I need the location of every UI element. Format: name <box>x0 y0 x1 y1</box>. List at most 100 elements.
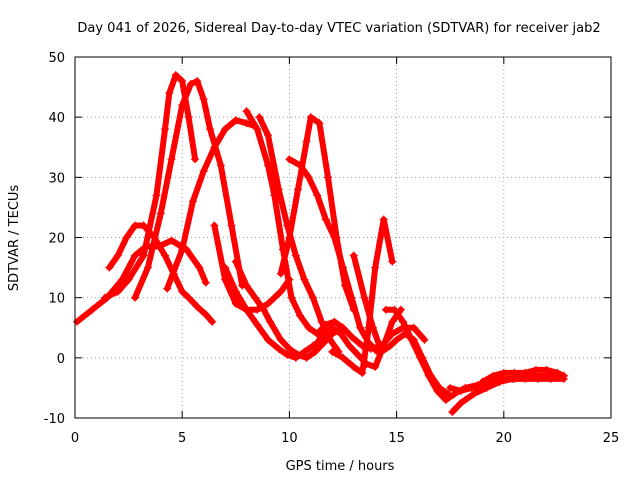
track-12-point <box>330 233 339 242</box>
track-10-point <box>326 335 335 344</box>
track-20-point <box>559 371 568 380</box>
track-20-point <box>478 377 487 386</box>
track-7-point <box>221 263 230 272</box>
track-3-point <box>201 310 210 319</box>
track-16-point <box>377 347 386 356</box>
track-2-point <box>101 293 110 302</box>
track-19-line <box>449 375 567 415</box>
track-13-point <box>347 332 356 341</box>
track-8-point <box>251 293 260 302</box>
track-16-point <box>360 293 369 302</box>
track-10-point <box>255 113 264 122</box>
track-15-point <box>328 347 337 356</box>
track-2-point <box>124 275 133 284</box>
series-track-4 <box>131 77 247 302</box>
track-11-point <box>306 113 315 122</box>
track-1-point <box>131 251 140 260</box>
track-1-point <box>167 236 176 245</box>
track-18-point <box>446 383 455 392</box>
x-tick-label-0: 0 <box>71 431 79 446</box>
track-7-point <box>263 335 272 344</box>
series-track-16 <box>349 251 453 398</box>
track-9-point <box>304 323 313 332</box>
track-5-line <box>164 117 259 292</box>
track-20-point <box>542 365 551 374</box>
y-tick-label-30: 30 <box>48 171 65 186</box>
track-12-point <box>356 323 365 332</box>
track-14-point <box>345 341 354 350</box>
x-tick-label-20: 20 <box>496 431 513 446</box>
track-10-point <box>317 317 326 326</box>
track-4-point <box>227 221 236 230</box>
track-6-point <box>276 287 285 296</box>
y-axis-label: SDTVAR / TECUs <box>7 185 22 292</box>
track-2-point <box>191 155 200 164</box>
track-2-point <box>165 89 174 98</box>
track-6-point <box>210 221 219 230</box>
track-11-point <box>293 185 302 194</box>
series-track-20 <box>478 365 568 386</box>
y-tick-label-20: 20 <box>48 232 65 247</box>
track-1-point <box>73 317 82 326</box>
y-tick-label-0: 0 <box>57 352 65 367</box>
track-3-point <box>131 221 140 230</box>
track-18-point <box>456 386 465 395</box>
track-19-point <box>469 389 478 398</box>
track-3-point <box>208 317 217 326</box>
track-8-point <box>285 344 294 353</box>
track-15-line <box>329 216 396 376</box>
track-2-point <box>161 125 170 134</box>
x-tick-label-25: 25 <box>603 431 620 446</box>
track-3-point <box>122 233 131 242</box>
track-5-point <box>231 116 240 125</box>
track-8-point <box>276 335 285 344</box>
track-20-point <box>521 368 530 377</box>
track-17-point <box>407 335 416 344</box>
track-11-point <box>315 119 324 128</box>
track-10-point <box>308 293 317 302</box>
track-12-point <box>339 263 347 272</box>
x-tick-label-5: 5 <box>178 431 186 446</box>
track-3-point <box>161 251 170 260</box>
track-12-point <box>285 155 294 164</box>
track-8-point <box>293 350 302 359</box>
track-1-point <box>88 305 97 314</box>
track-7-point <box>283 350 292 359</box>
track-14-point <box>336 329 345 338</box>
track-15-point <box>388 257 397 266</box>
x-tick-label-10: 10 <box>281 431 298 446</box>
track-11-point <box>323 173 332 182</box>
track-4-point <box>178 101 187 110</box>
track-15-point <box>358 368 367 377</box>
track-4-point <box>206 125 215 134</box>
track-10-point <box>263 131 272 140</box>
track-14-point <box>371 362 380 371</box>
track-5-point <box>221 125 230 134</box>
track-13-point <box>420 335 429 344</box>
series-track-14 <box>311 305 405 371</box>
track-3-point <box>178 287 187 296</box>
track-11-point <box>285 233 294 242</box>
track-7-point <box>242 305 251 314</box>
track-8-point <box>266 317 275 326</box>
x-axis-label: GPS time / hours <box>286 459 395 474</box>
track-13-point <box>409 323 418 332</box>
track-15-point <box>349 362 358 371</box>
track-17-point <box>424 371 433 380</box>
track-12-point <box>296 161 305 170</box>
track-2-point <box>152 191 161 200</box>
track-5-point <box>163 284 172 293</box>
track-20-point <box>553 368 562 377</box>
track-4-point <box>167 155 176 164</box>
track-4-point <box>143 263 152 272</box>
track-8-point <box>231 257 240 266</box>
axis-ticks: 0 5 10 15 20 25 -10 0 10 20 30 40 50 <box>44 51 620 446</box>
track-10-point <box>291 251 300 260</box>
track-11-point <box>276 269 285 278</box>
track-7-point <box>253 320 262 329</box>
track-3-point <box>184 293 193 302</box>
track-11-point <box>302 137 311 146</box>
track-13-point <box>339 323 347 332</box>
y-tick-label-50: 50 <box>48 51 65 66</box>
